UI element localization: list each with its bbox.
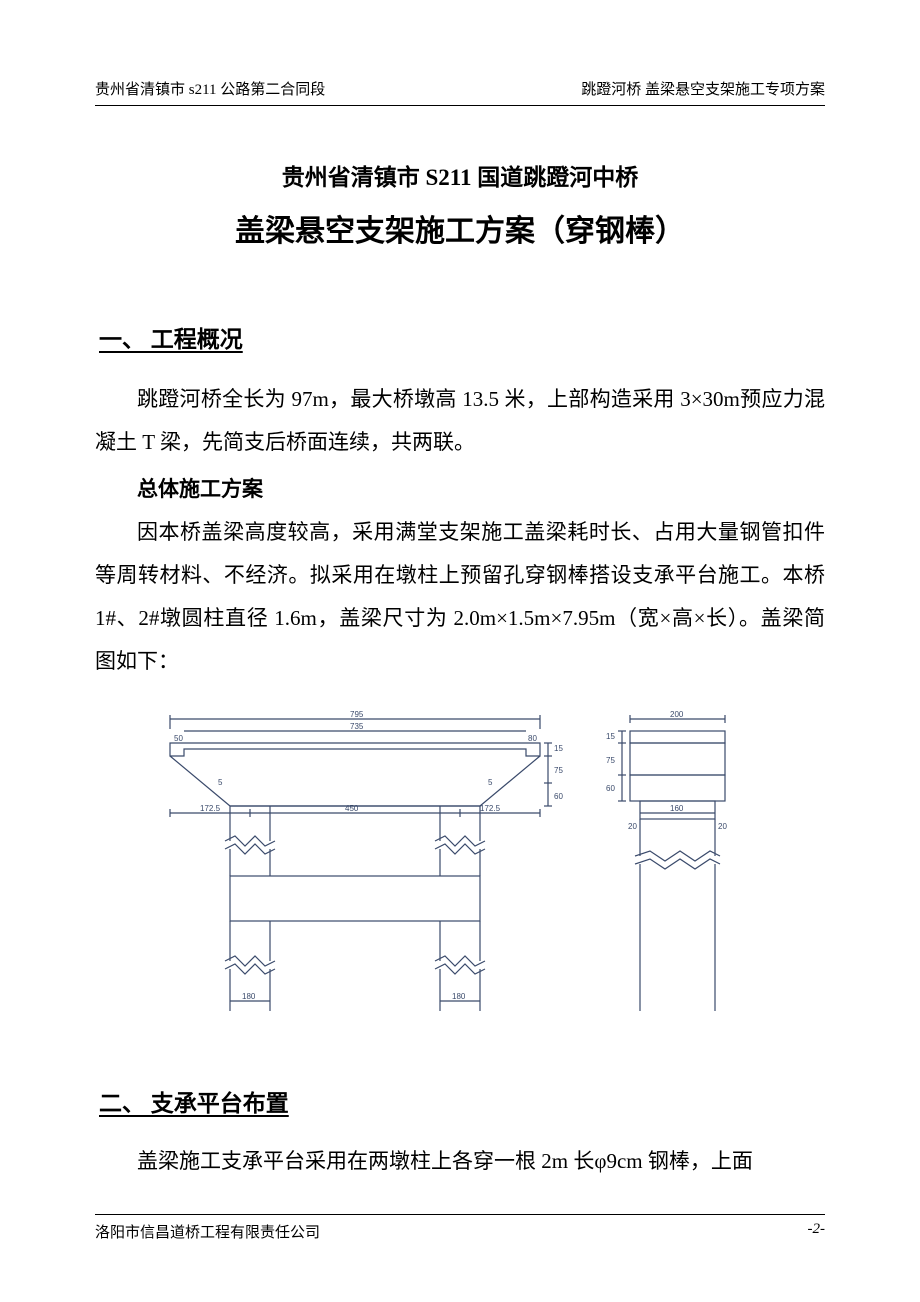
document-main-title: 盖梁悬空支架施工方案（穿钢棒） [95,206,825,250]
title-block: 贵州省清镇市 S211 国道跳蹬河中桥 盖梁悬空支架施工方案（穿钢棒） [95,158,825,250]
dim-5-left: 5 [218,778,223,787]
dim-side-20r: 20 [718,822,727,831]
header-right: 跳蹬河桥 盖梁悬空支架施工专项方案 [581,78,825,99]
page-footer: 洛阳市信昌道桥工程有限责任公司 -2- [95,1214,825,1242]
dim-h15: 15 [554,744,563,753]
cap-beam-diagram: 795 735 50 80 5 5 15 75 60 172.5 450 172… [95,701,825,1036]
dim-1725-l: 172.5 [200,804,221,813]
section-1-subheading: 总体施工方案 [95,468,825,511]
dim-side-h60: 60 [606,784,615,793]
diagram-svg: 795 735 50 80 5 5 15 75 60 172.5 450 172… [140,701,780,1031]
dim-1725-r: 172.5 [480,804,501,813]
dim-50: 50 [174,734,183,743]
dim-735: 735 [350,722,364,731]
dim-450: 450 [345,804,359,813]
section-1-heading: 一、 工程概况 [95,320,825,354]
document-subtitle: 贵州省清镇市 S211 国道跳蹬河中桥 [95,158,825,192]
footer-page-number: -2- [808,1221,826,1242]
section-2-paragraph-1: 盖梁施工支承平台采用在两墩柱上各穿一根 2m 长φ9cm 钢棒，上面 [95,1140,825,1183]
page-header: 贵州省清镇市 s211 公路第二合同段 跳蹬河桥 盖梁悬空支架施工专项方案 [95,78,825,106]
dim-h60: 60 [554,792,563,801]
dim-side-20l: 20 [628,822,637,831]
dim-col-180-r: 180 [452,992,466,1001]
section-2-heading: 二、 支承平台布置 [95,1084,825,1118]
dim-795: 795 [350,710,364,719]
section-1-paragraph-2: 因本桥盖梁高度较高，采用满堂支架施工盖梁耗时长、占用大量钢管扣件等周转材料、不经… [95,511,825,683]
section-1-paragraph-1: 跳蹬河桥全长为 97m，最大桥墩高 13.5 米，上部构造采用 3×30m预应力… [95,378,825,464]
dim-80: 80 [528,734,537,743]
dim-side-h75: 75 [606,756,615,765]
footer-company: 洛阳市信昌道桥工程有限责任公司 [95,1221,320,1242]
header-left: 贵州省清镇市 s211 公路第二合同段 [95,78,325,99]
dim-col-180-l: 180 [242,992,256,1001]
dim-side-200: 200 [670,710,684,719]
dim-side-160: 160 [670,804,684,813]
dim-h75: 75 [554,766,563,775]
dim-5-right: 5 [488,778,493,787]
dim-side-h15: 15 [606,732,615,741]
